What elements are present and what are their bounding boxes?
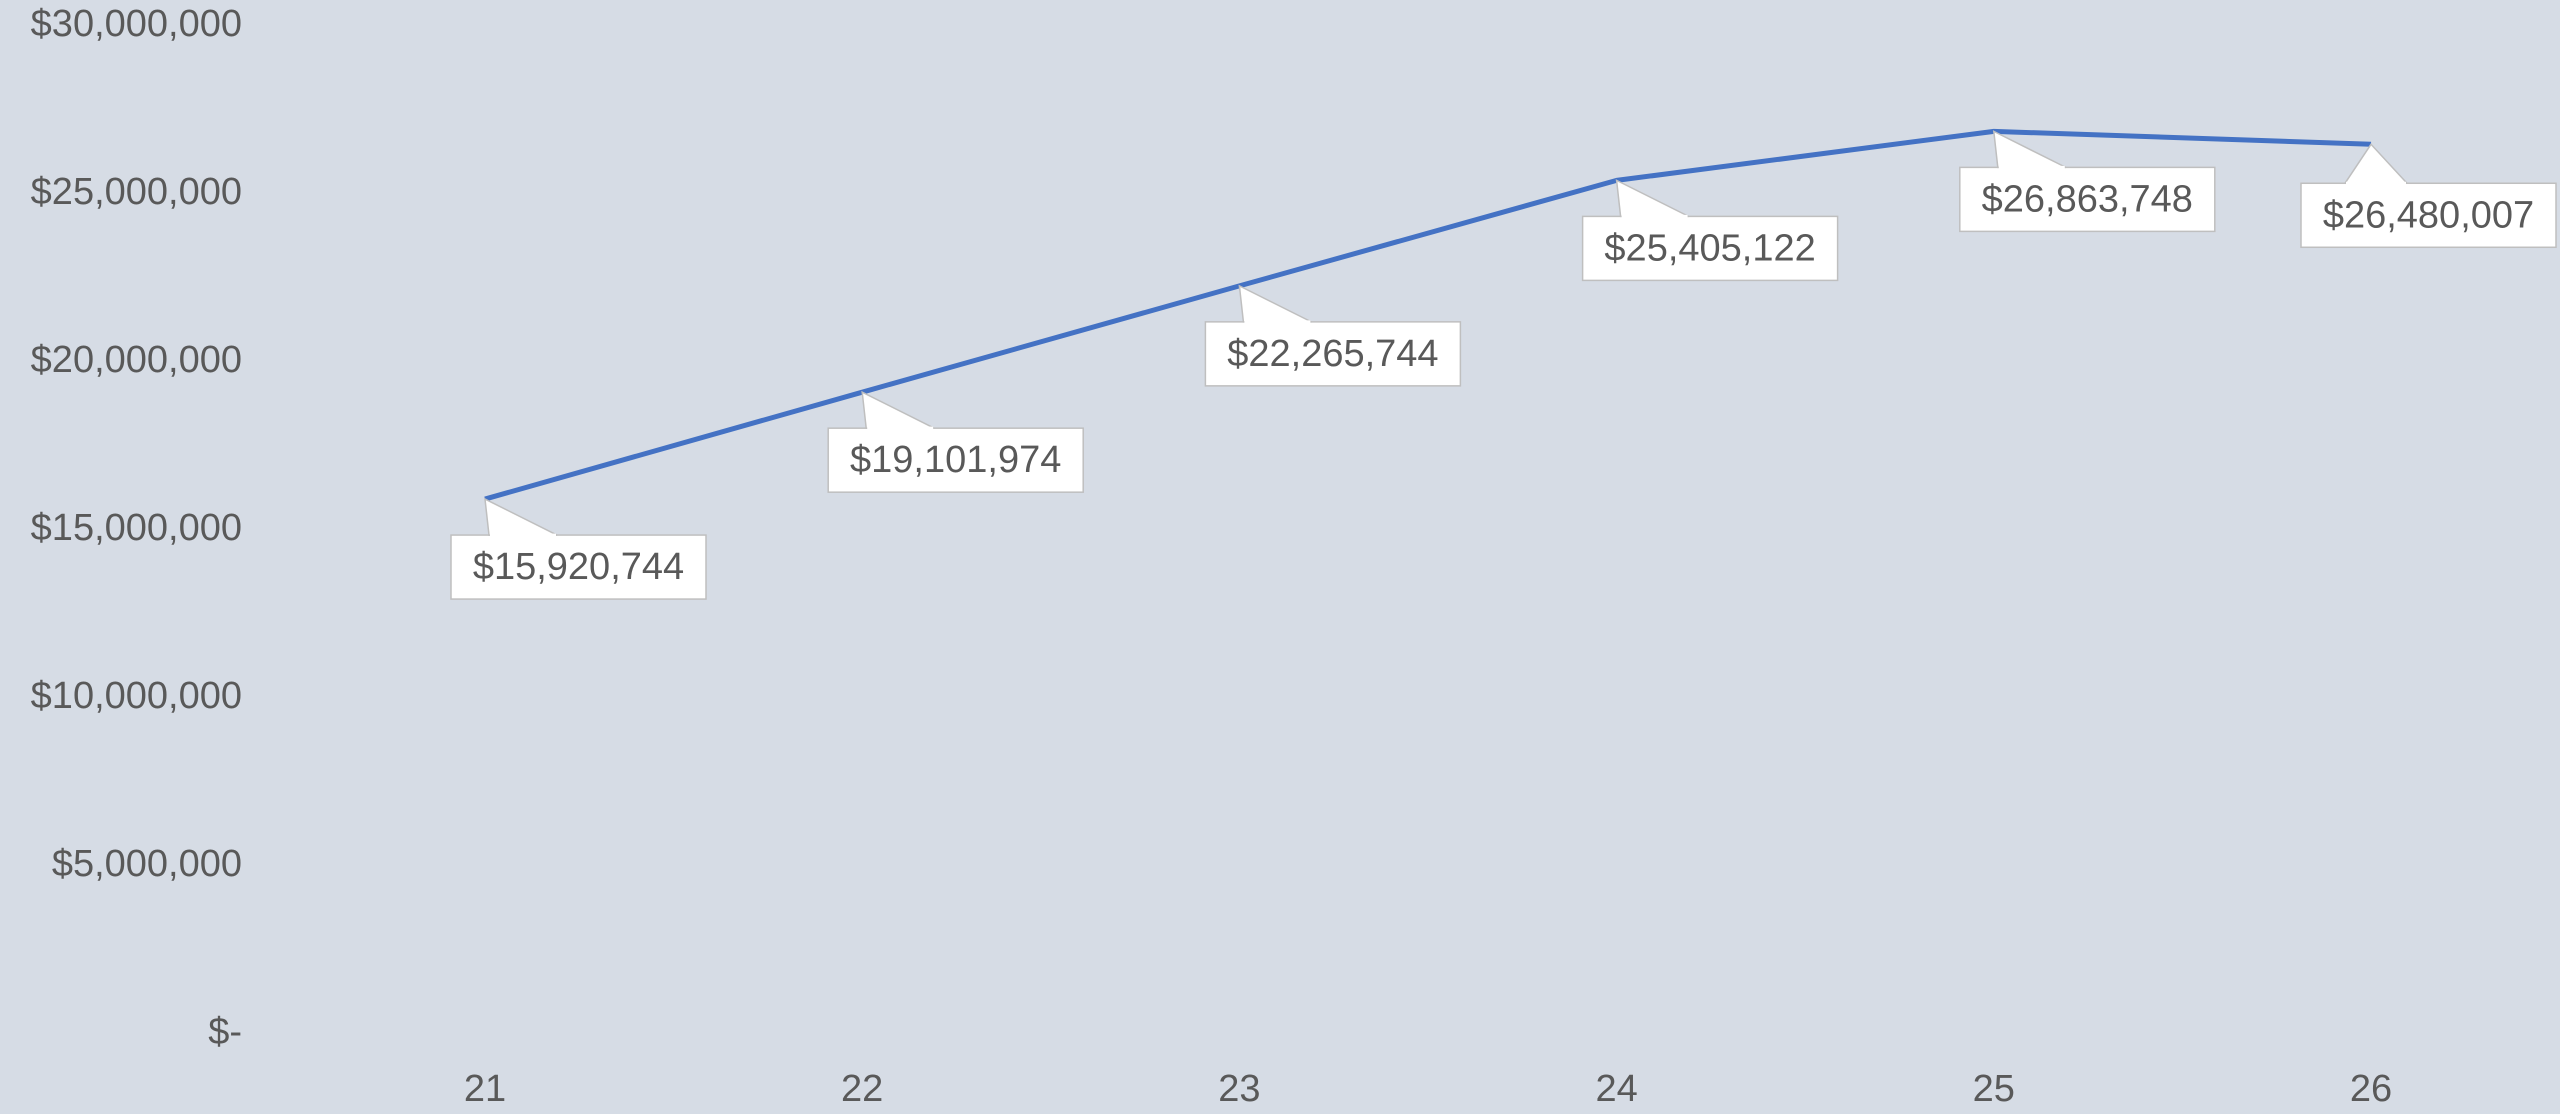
data-label: $19,101,974 [850, 439, 1061, 481]
y-tick-label: $25,000,000 [31, 171, 242, 213]
x-tick-label: 24 [1595, 1068, 1637, 1110]
data-label: $22,265,744 [1227, 333, 1438, 375]
data-label: $26,480,007 [2323, 194, 2534, 236]
y-tick-label: $10,000,000 [31, 675, 242, 717]
label-box [450, 534, 707, 600]
line [484, 128, 2372, 502]
label-box [1204, 321, 1462, 387]
x-tick-label: 26 [2350, 1068, 2392, 1110]
x-tick-label: 23 [1218, 1068, 1260, 1110]
x-tick-label: 21 [464, 1068, 506, 1110]
x-tick-label: 25 [1973, 1068, 2015, 1110]
data-label: $15,920,744 [473, 546, 684, 588]
y-tick-label: $20,000,000 [31, 339, 242, 381]
y-tick-label: $30,000,000 [31, 3, 242, 45]
label-box [2300, 182, 2557, 249]
data-label: $26,863,748 [1982, 178, 2193, 220]
data-label: $25,405,122 [1604, 227, 1815, 269]
x-tick-label: 22 [841, 1068, 883, 1110]
label-box [1959, 166, 2216, 233]
label-box [1581, 215, 1839, 282]
y-tick-label: $5,000,000 [52, 843, 242, 885]
y-tick-label: $15,000,000 [31, 507, 242, 549]
y-tick-label: $- [208, 1011, 242, 1053]
label-box [827, 427, 1084, 493]
